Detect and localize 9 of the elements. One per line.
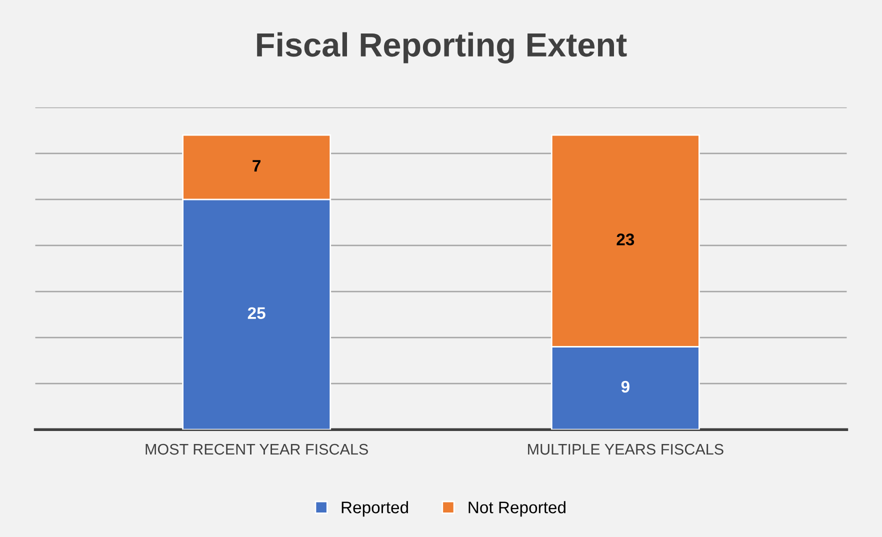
x-tick-label: MOST RECENT YEAR FISCALS bbox=[146, 444, 368, 455]
x-tick-label: MULTIPLE YEARS FISCALS bbox=[528, 444, 724, 455]
legend-label: Reported bbox=[342, 501, 408, 517]
data-label: 9 bbox=[621, 380, 630, 393]
chart-title: Fiscal Reporting Extent bbox=[257, 32, 627, 64]
data-label: 7 bbox=[252, 160, 260, 172]
legend-label: Not Reported bbox=[468, 501, 566, 517]
data-label: 23 bbox=[616, 234, 634, 246]
data-label: 25 bbox=[248, 307, 266, 320]
